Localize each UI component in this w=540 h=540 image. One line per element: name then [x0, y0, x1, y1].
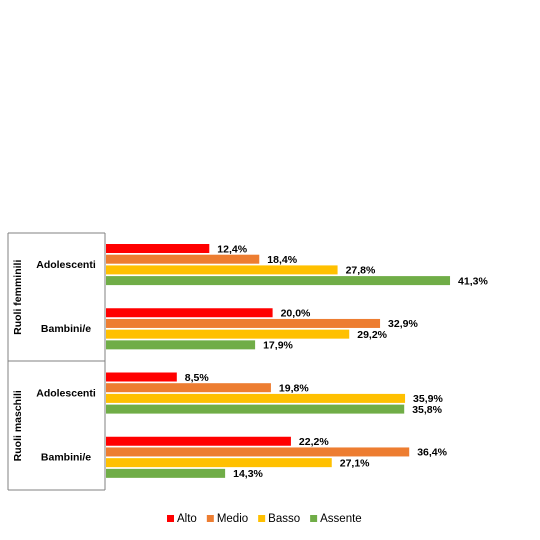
legend-swatch [206, 515, 214, 522]
bar [106, 447, 410, 457]
bar [106, 468, 226, 478]
bar [106, 383, 271, 393]
value-label: 14,3% [233, 468, 263, 480]
value-label: 32,9% [388, 318, 418, 330]
bar [106, 436, 291, 446]
value-label: 18,4% [267, 254, 297, 266]
bar [106, 244, 210, 253]
bar [106, 308, 273, 318]
category-label: Bambini/e [41, 452, 91, 464]
value-label: 19,8% [279, 382, 309, 394]
legend-swatch [167, 515, 174, 522]
value-label: 22,2% [299, 436, 329, 448]
bar [106, 340, 256, 350]
group-label: Ruoli femminili [12, 260, 24, 335]
value-label: 12,4% [217, 243, 247, 255]
group-label: Ruoli maschili [12, 390, 24, 461]
bar [106, 372, 177, 382]
value-label: 17,9% [263, 340, 293, 352]
legend-swatch [310, 515, 318, 522]
value-label: 8,5% [185, 372, 210, 384]
bar [106, 254, 260, 264]
bar [106, 318, 381, 328]
bar [106, 329, 350, 339]
category-label: Adolescenti [36, 387, 96, 399]
bar [106, 276, 451, 286]
bar [106, 393, 406, 403]
value-label: 27,1% [340, 457, 370, 469]
value-label: 27,8% [346, 265, 376, 277]
legend-label: Alto [177, 513, 197, 525]
legend-label: Medio [217, 513, 248, 525]
value-label: 41,3% [458, 275, 488, 287]
value-label: 36,4% [417, 447, 447, 459]
legend-label: Assente [320, 513, 362, 525]
value-label: 35,9% [413, 393, 443, 405]
bar [106, 404, 405, 414]
legend-label: Basso [268, 513, 300, 525]
category-label: Bambini/e [41, 323, 91, 335]
legend-swatch [258, 515, 266, 522]
value-label: 20,0% [281, 308, 311, 320]
category-label: Adolescenti [36, 259, 96, 271]
value-label: 35,8% [412, 404, 442, 416]
bar [106, 458, 332, 468]
bar [106, 265, 338, 275]
value-label: 29,2% [357, 329, 387, 341]
